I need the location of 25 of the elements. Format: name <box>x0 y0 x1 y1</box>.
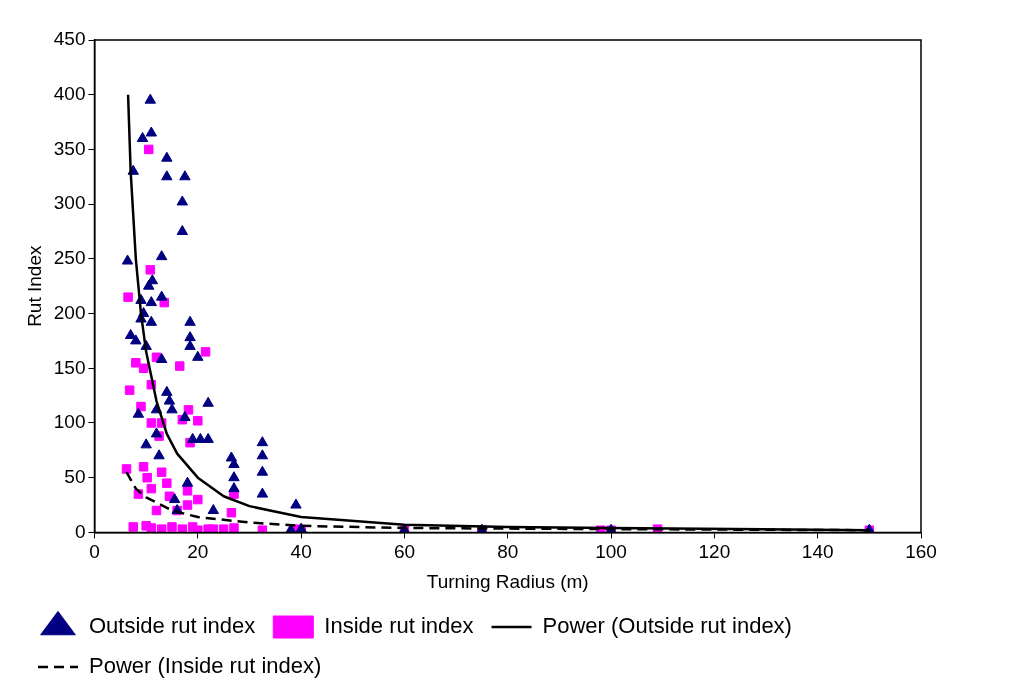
y-tick-label: 300 <box>53 192 86 214</box>
x-tick-label: 20 <box>187 541 209 563</box>
y-tick-label: 100 <box>53 411 86 433</box>
y-axis-title: Rut Index <box>23 245 45 327</box>
x-tick-label: 80 <box>497 541 519 563</box>
y-tick-label: 150 <box>53 356 86 378</box>
x-tick-label: 160 <box>905 541 937 563</box>
x-tick-label: 100 <box>595 541 627 563</box>
x-tick-label: 40 <box>290 541 312 563</box>
legend-label: Inside rut index <box>324 613 474 639</box>
legend-label: Power (Outside rut index) <box>542 613 792 639</box>
x-tick-label: 120 <box>698 541 731 563</box>
y-tick-label: 0 <box>74 520 86 542</box>
x-tick-label: 0 <box>89 541 100 563</box>
y-tick-label: 250 <box>53 247 86 269</box>
y-tick-label: 400 <box>53 82 86 104</box>
x-axis-title: Turning Radius (m) <box>426 570 589 592</box>
y-tick-label: 350 <box>53 137 86 159</box>
y-tick-label: 200 <box>53 301 86 323</box>
x-tick-label: 140 <box>801 541 834 563</box>
legend-label: Power (Inside rut index) <box>89 653 322 679</box>
y-tick-label: 450 <box>53 28 86 50</box>
y-tick-label: 50 <box>64 465 86 487</box>
legend-label: Outside rut index <box>89 613 256 639</box>
x-tick-label: 60 <box>393 541 416 563</box>
